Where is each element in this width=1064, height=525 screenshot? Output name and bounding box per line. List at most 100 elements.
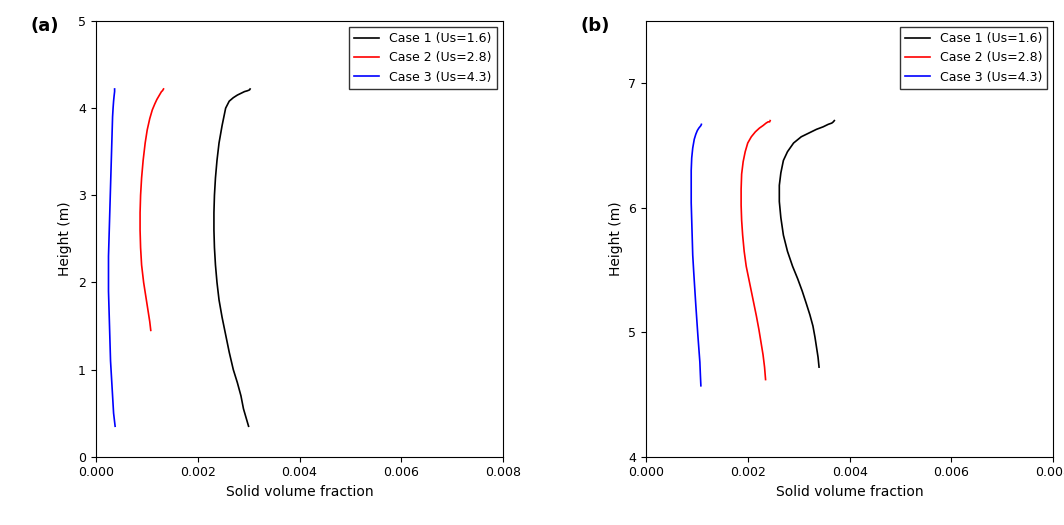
Case 2 (Us=2.8) — [738, 149, 751, 155]
Case 2 (Us=2.8) — [749, 129, 762, 135]
Case 1 (Us=1.6) — [821, 121, 834, 128]
Case 3 (Us=4.3) — [109, 88, 121, 94]
Case 2 (Us=2.8) — [137, 279, 150, 286]
Case 1 (Us=1.6) — [810, 344, 822, 350]
Y-axis label: Height (m): Height (m) — [59, 202, 72, 276]
Case 1 (Us=1.6) — [209, 245, 221, 251]
Case 3 (Us=4.3) — [105, 375, 118, 382]
Case 1 (Us=1.6) — [800, 300, 813, 307]
Case 3 (Us=4.3) — [694, 124, 706, 130]
Legend: Case 1 (Us=1.6), Case 2 (Us=2.8), Case 3 (Us=4.3): Case 1 (Us=1.6), Case 2 (Us=2.8), Case 3… — [349, 27, 497, 89]
Case 3 (Us=4.3) — [109, 86, 121, 92]
Case 2 (Us=2.8) — [745, 288, 758, 295]
Case 3 (Us=4.3) — [688, 286, 701, 292]
Case 1 (Us=1.6) — [807, 323, 819, 329]
Case 2 (Us=2.8) — [739, 263, 752, 269]
Case 2 (Us=2.8) — [134, 245, 147, 251]
Case 3 (Us=4.3) — [102, 253, 115, 259]
Case 1 (Us=1.6) — [786, 263, 799, 269]
Case 2 (Us=2.8) — [137, 158, 150, 164]
Case 3 (Us=4.3) — [105, 131, 118, 138]
Case 1 (Us=1.6) — [777, 158, 789, 164]
Case 1 (Us=1.6) — [219, 105, 232, 111]
Case 3 (Us=4.3) — [692, 332, 704, 338]
Case 1 (Us=1.6) — [792, 276, 804, 282]
Case 3 (Us=4.3) — [102, 270, 115, 277]
Case 2 (Us=2.8) — [764, 118, 777, 124]
Case 3 (Us=4.3) — [107, 93, 120, 99]
Legend: Case 1 (Us=1.6), Case 2 (Us=2.8), Case 3 (Us=4.3): Case 1 (Us=1.6), Case 2 (Us=2.8), Case 3… — [899, 27, 1047, 89]
Case 3 (Us=4.3) — [103, 340, 116, 346]
Case 3 (Us=4.3) — [695, 121, 708, 128]
Case 2 (Us=2.8) — [140, 127, 153, 133]
Case 2 (Us=2.8) — [146, 107, 159, 113]
Case 1 (Us=1.6) — [772, 198, 785, 205]
Case 1 (Us=1.6) — [802, 130, 815, 136]
Case 1 (Us=1.6) — [826, 120, 838, 126]
Case 2 (Us=2.8) — [152, 93, 165, 99]
Line: Case 2 (Us=2.8): Case 2 (Us=2.8) — [140, 89, 164, 330]
Case 2 (Us=2.8) — [757, 122, 769, 129]
Case 2 (Us=2.8) — [134, 192, 147, 198]
Line: Case 1 (Us=1.6): Case 1 (Us=1.6) — [779, 121, 834, 367]
Case 3 (Us=4.3) — [102, 236, 115, 242]
Case 2 (Us=2.8) — [138, 140, 151, 146]
Case 2 (Us=2.8) — [742, 140, 754, 146]
Case 2 (Us=2.8) — [736, 159, 749, 165]
Case 3 (Us=4.3) — [686, 145, 699, 151]
Case 3 (Us=4.3) — [104, 166, 117, 172]
Case 3 (Us=4.3) — [102, 306, 115, 312]
Case 3 (Us=4.3) — [686, 252, 699, 258]
Case 1 (Us=1.6) — [817, 124, 830, 130]
Case 3 (Us=4.3) — [693, 345, 705, 352]
Case 2 (Us=2.8) — [735, 186, 748, 192]
Case 1 (Us=1.6) — [803, 312, 816, 318]
Case 1 (Us=1.6) — [234, 393, 247, 399]
Case 2 (Us=2.8) — [134, 227, 147, 233]
Case 2 (Us=2.8) — [753, 125, 766, 131]
Case 1 (Us=1.6) — [231, 380, 244, 386]
Case 3 (Us=4.3) — [685, 182, 698, 188]
Line: Case 1 (Us=1.6): Case 1 (Us=1.6) — [214, 89, 250, 426]
Case 3 (Us=4.3) — [105, 149, 118, 155]
Case 2 (Us=2.8) — [154, 90, 167, 97]
Case 2 (Us=2.8) — [735, 217, 748, 223]
Case 1 (Us=1.6) — [231, 92, 244, 98]
Case 3 (Us=4.3) — [689, 131, 702, 138]
Case 2 (Us=2.8) — [156, 88, 169, 94]
Case 1 (Us=1.6) — [244, 87, 256, 93]
X-axis label: Solid volume fraction: Solid volume fraction — [776, 485, 924, 499]
Case 1 (Us=1.6) — [827, 119, 839, 125]
Case 2 (Us=2.8) — [139, 292, 152, 299]
Case 1 (Us=1.6) — [237, 406, 250, 412]
Case 1 (Us=1.6) — [828, 118, 841, 124]
Case 2 (Us=2.8) — [149, 101, 162, 107]
Case 1 (Us=1.6) — [216, 314, 229, 320]
Case 1 (Us=1.6) — [222, 98, 235, 104]
Case 1 (Us=1.6) — [775, 170, 787, 176]
Case 3 (Us=4.3) — [694, 359, 706, 365]
Case 1 (Us=1.6) — [209, 262, 221, 268]
Case 1 (Us=1.6) — [809, 334, 821, 340]
Case 2 (Us=2.8) — [156, 87, 169, 93]
Case 2 (Us=2.8) — [754, 339, 767, 345]
Case 1 (Us=1.6) — [781, 149, 794, 155]
Case 3 (Us=4.3) — [107, 410, 120, 416]
Case 3 (Us=4.3) — [695, 383, 708, 389]
Case 2 (Us=2.8) — [752, 327, 765, 333]
Case 3 (Us=4.3) — [103, 323, 116, 329]
Case 3 (Us=4.3) — [689, 302, 702, 308]
Case 3 (Us=4.3) — [695, 122, 708, 129]
Case 2 (Us=2.8) — [757, 352, 769, 358]
Case 3 (Us=4.3) — [685, 155, 698, 161]
Case 1 (Us=1.6) — [207, 209, 220, 216]
Case 2 (Us=2.8) — [157, 86, 170, 92]
Case 2 (Us=2.8) — [157, 86, 170, 92]
Case 2 (Us=2.8) — [735, 171, 748, 177]
Case 1 (Us=1.6) — [772, 182, 785, 188]
Case 2 (Us=2.8) — [144, 116, 156, 122]
Text: (a): (a) — [31, 17, 60, 35]
Case 3 (Us=4.3) — [102, 288, 115, 295]
Case 2 (Us=2.8) — [743, 276, 755, 282]
Case 3 (Us=4.3) — [686, 235, 699, 241]
